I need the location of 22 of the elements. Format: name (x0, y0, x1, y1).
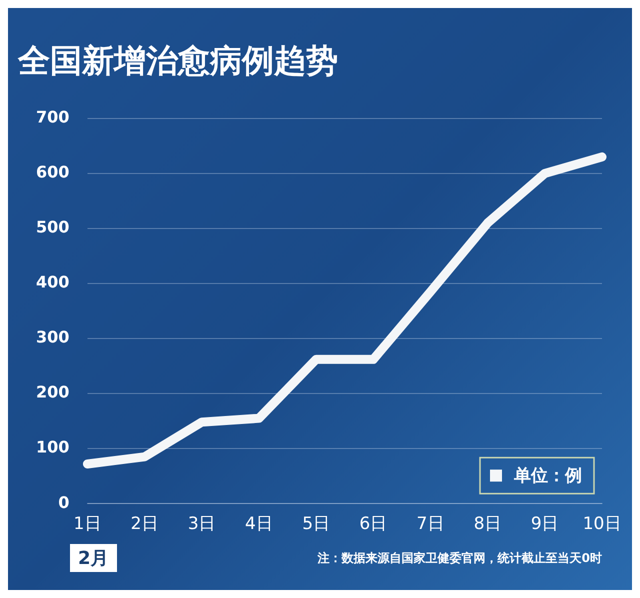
y-tick-label: 400 (36, 272, 70, 292)
chart-title: 全国新增治愈病例趋势 (17, 42, 338, 80)
x-tick-label: 5日 (302, 514, 330, 534)
y-tick-label: 200 (36, 382, 70, 402)
y-tick-label: 300 (36, 328, 70, 347)
text: 注：数据来源自国家卫健委官网，统计截止至当天0时 (318, 550, 602, 564)
x-tick-label: 9日 (530, 514, 559, 534)
x-tick-label: 3日 (188, 514, 216, 534)
y-tick-label: 500 (36, 218, 70, 237)
x-tick-label: 6日 (359, 514, 388, 534)
y-tick-label: 0 (58, 492, 70, 512)
x-tick-label: 1日 (73, 514, 102, 534)
x-tick-label: 2日 (130, 514, 158, 534)
x-tick-label: 4日 (245, 514, 273, 534)
legend-label: 单位：例 (513, 466, 582, 486)
x-tick-label: 7日 (416, 514, 444, 534)
x-axis-title: 2月 (70, 544, 117, 572)
y-tick-label: 600 (36, 162, 70, 182)
y-tick-label: 700 (36, 108, 70, 127)
x-tick-label: 10日 (582, 514, 622, 534)
y-tick-label: 100 (36, 438, 70, 457)
x-tick-label: 8日 (474, 514, 502, 534)
